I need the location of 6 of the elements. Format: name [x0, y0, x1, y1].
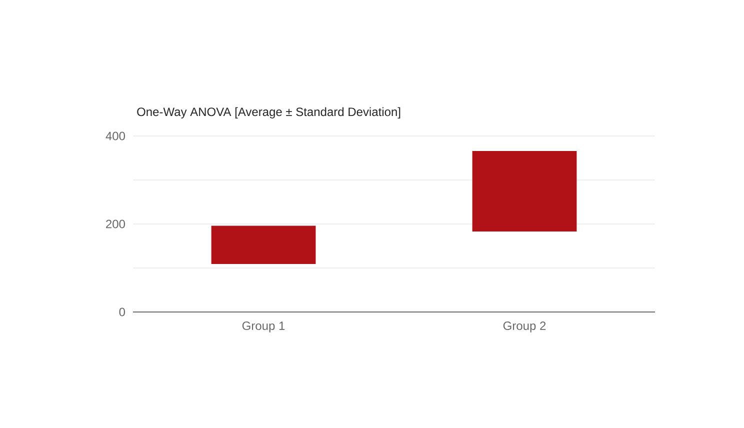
- x-tick-label: Group 2: [503, 322, 546, 332]
- chart-title: One-Way ANOVA [Average ± Standard Deviation]: [137, 107, 400, 118]
- x-tick-label: Group 1: [242, 322, 285, 332]
- y-tick-label: 0: [119, 308, 126, 316]
- y-tick-label: 400: [106, 132, 126, 140]
- y-tick-label: 200: [106, 220, 126, 228]
